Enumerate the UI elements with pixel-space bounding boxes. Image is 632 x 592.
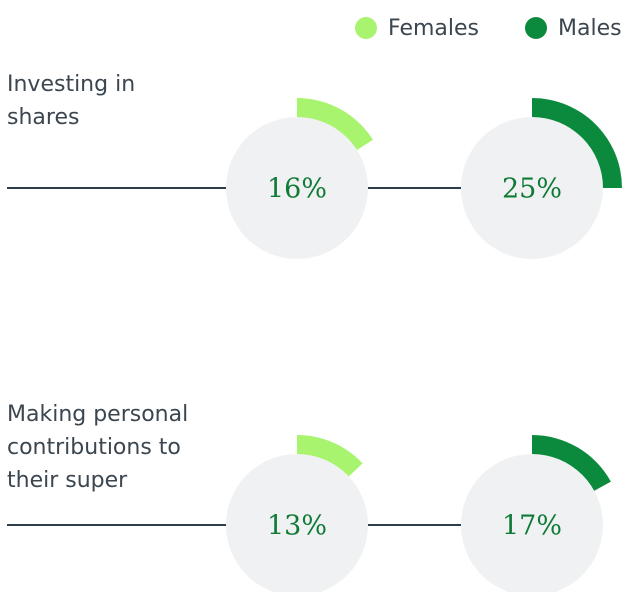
category-label: Making personal contributions to their s… xyxy=(7,402,189,493)
value-label: 16% xyxy=(267,174,327,205)
progress-arc xyxy=(532,98,622,188)
value-label: 17% xyxy=(502,511,562,542)
legend-label: Females xyxy=(388,16,479,41)
legend-label: Males xyxy=(558,16,622,41)
progress-arc xyxy=(297,435,363,480)
value-circle xyxy=(226,454,368,592)
value-label: 25% xyxy=(502,174,562,205)
value-label: 13% xyxy=(267,511,327,542)
legend-swatch xyxy=(355,17,377,39)
legend-swatch xyxy=(525,17,547,39)
value-circle xyxy=(461,454,603,592)
value-circle xyxy=(226,117,368,259)
progress-arc xyxy=(297,98,373,153)
value-circle xyxy=(461,117,603,259)
category-label: Investing in shares xyxy=(7,72,136,130)
progress-arc xyxy=(532,435,611,494)
